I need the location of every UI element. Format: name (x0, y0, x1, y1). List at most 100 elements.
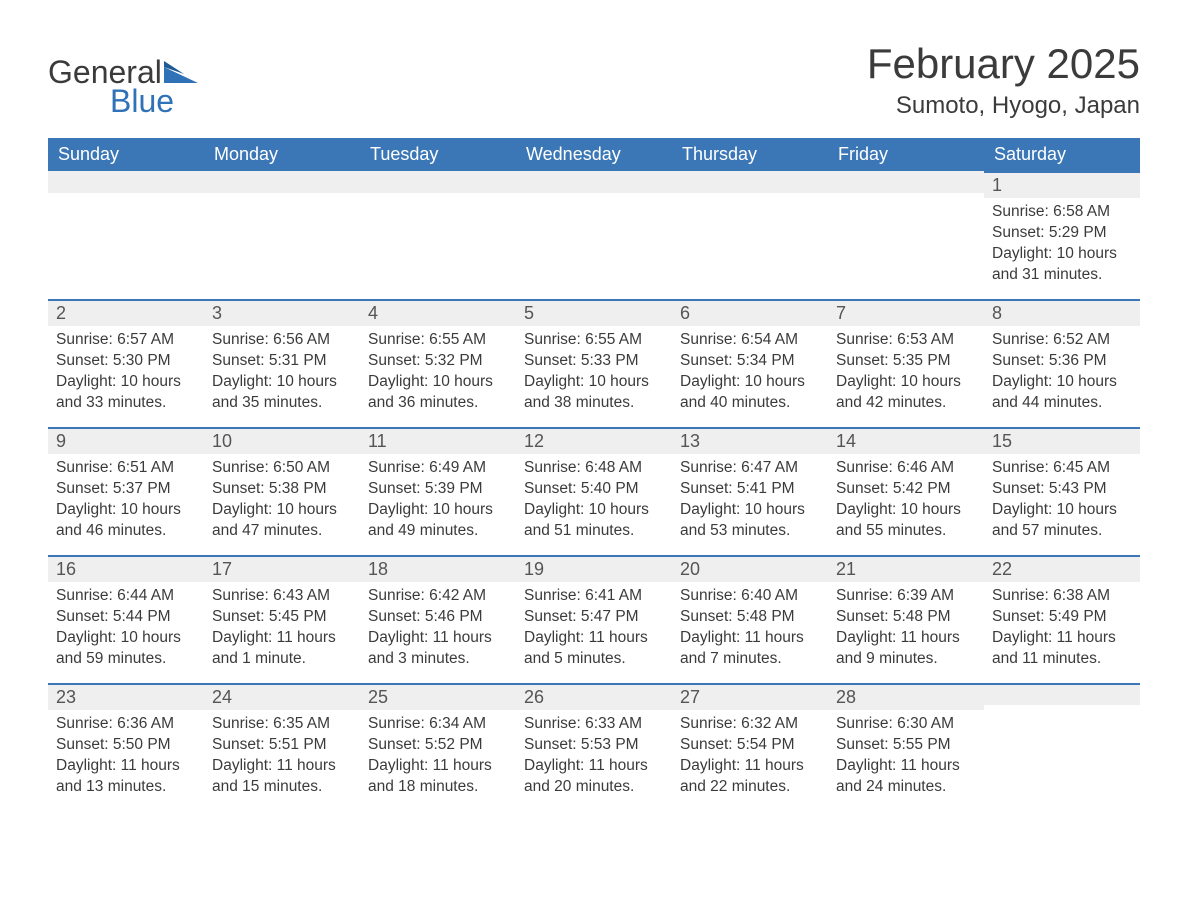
calendar-cell: 17Sunrise: 6:43 AMSunset: 5:45 PMDayligh… (204, 555, 360, 683)
day-number (672, 171, 828, 193)
sunset-text: Sunset: 5:30 PM (56, 351, 196, 372)
sunset-text: Sunset: 5:34 PM (680, 351, 820, 372)
daylight-text: Daylight: 10 hours and 53 minutes. (680, 500, 820, 542)
sunrise-text: Sunrise: 6:47 AM (680, 458, 820, 479)
sunset-text: Sunset: 5:29 PM (992, 223, 1132, 244)
day-content: Sunrise: 6:45 AMSunset: 5:43 PMDaylight:… (984, 454, 1140, 550)
calendar-body: 1Sunrise: 6:58 AMSunset: 5:29 PMDaylight… (48, 171, 1140, 811)
calendar-cell: 5 Sunrise: 6:55 AMSunset: 5:33 PMDaylight… (516, 299, 672, 427)
sunset-text: Sunset: 5:46 PM (368, 607, 508, 628)
day-content: Sunrise: 6:47 AMSunset: 5:41 PMDaylight:… (672, 454, 828, 550)
sunrise-text: Sunrise: 6:30 AM (836, 714, 976, 735)
col-thursday: Thursday (672, 138, 828, 171)
day-number: 18 (360, 555, 516, 582)
daylight-text: Daylight: 10 hours and 55 minutes. (836, 500, 976, 542)
calendar-cell: 4Sunrise: 6:55 AMSunset: 5:32 PMDaylight… (360, 299, 516, 427)
sunset-text: Sunset: 5:55 PM (836, 735, 976, 756)
day-number: 9 (48, 427, 204, 454)
sunset-text: Sunset: 5:50 PM (56, 735, 196, 756)
sunrise-text: Sunrise: 6:52 AM (992, 330, 1132, 351)
sunrise-text: Sunrise: 6:48 AM (524, 458, 664, 479)
calendar-cell (204, 171, 360, 299)
sunrise-text: Sunrise: 6:54 AM (680, 330, 820, 351)
day-number: 2 (48, 299, 204, 326)
day-content (516, 193, 672, 205)
sunset-text: Sunset: 5:33 PM (524, 351, 664, 372)
calendar-cell: 3Sunrise: 6:56 AMSunset: 5:31 PMDaylight… (204, 299, 360, 427)
daylight-text: Daylight: 11 hours and 22 minutes. (680, 756, 820, 798)
col-saturday: Saturday (984, 138, 1140, 171)
calendar-cell: 16Sunrise: 6:44 AMSunset: 5:44 PMDayligh… (48, 555, 204, 683)
day-number: 24 (204, 683, 360, 710)
day-content (204, 193, 360, 205)
sunrise-text: Sunrise: 6:32 AM (680, 714, 820, 735)
day-content: Sunrise: 6:53 AMSunset: 5:35 PMDaylight:… (828, 326, 984, 422)
sunrise-text: Sunrise: 6:33 AM (524, 714, 664, 735)
day-content: Sunrise: 6:57 AMSunset: 5:30 PMDaylight:… (48, 326, 204, 422)
sunrise-text: Sunrise: 6:39 AM (836, 586, 976, 607)
day-content: Sunrise: 6:40 AMSunset: 5:48 PMDaylight:… (672, 582, 828, 678)
calendar-cell: 19Sunrise: 6:41 AMSunset: 5:47 PMDayligh… (516, 555, 672, 683)
day-content: Sunrise: 6:39 AMSunset: 5:48 PMDaylight:… (828, 582, 984, 678)
day-content: Sunrise: 6:46 AMSunset: 5:42 PMDaylight:… (828, 454, 984, 550)
calendar-week: 23Sunrise: 6:36 AMSunset: 5:50 PMDayligh… (48, 683, 1140, 811)
col-friday: Friday (828, 138, 984, 171)
day-content: Sunrise: 6:38 AMSunset: 5:49 PMDaylight:… (984, 582, 1140, 678)
calendar-cell: 25Sunrise: 6:34 AMSunset: 5:52 PMDayligh… (360, 683, 516, 811)
col-monday: Monday (204, 138, 360, 171)
daylight-text: Daylight: 10 hours and 42 minutes. (836, 372, 976, 414)
day-number: 16 (48, 555, 204, 582)
sunset-text: Sunset: 5:35 PM (836, 351, 976, 372)
day-number: 23 (48, 683, 204, 710)
daylight-text: Daylight: 10 hours and 38 minutes. (524, 372, 664, 414)
calendar-cell: 11Sunrise: 6:49 AMSunset: 5:39 PMDayligh… (360, 427, 516, 555)
day-number (828, 171, 984, 193)
sunset-text: Sunset: 5:41 PM (680, 479, 820, 500)
sunset-text: Sunset: 5:44 PM (56, 607, 196, 628)
day-content: Sunrise: 6:51 AMSunset: 5:37 PMDaylight:… (48, 454, 204, 550)
day-content: Sunrise: 6:44 AMSunset: 5:44 PMDaylight:… (48, 582, 204, 678)
daylight-text: Daylight: 11 hours and 11 minutes. (992, 628, 1132, 670)
sunrise-text: Sunrise: 6:38 AM (992, 586, 1132, 607)
daylight-text: Daylight: 10 hours and 51 minutes. (524, 500, 664, 542)
day-number: 6 (672, 299, 828, 326)
daylight-text: Daylight: 11 hours and 1 minute. (212, 628, 352, 670)
col-wednesday: Wednesday (516, 138, 672, 171)
day-number: 5 (516, 299, 672, 326)
sunrise-text: Sunrise: 6:42 AM (368, 586, 508, 607)
daylight-text: Daylight: 11 hours and 5 minutes. (524, 628, 664, 670)
day-content (48, 193, 204, 205)
calendar-week: 2Sunrise: 6:57 AMSunset: 5:30 PMDaylight… (48, 299, 1140, 427)
logo-text: General Blue (48, 58, 198, 116)
daylight-text: Daylight: 10 hours and 59 minutes. (56, 628, 196, 670)
sunrise-text: Sunrise: 6:56 AM (212, 330, 352, 351)
day-content: Sunrise: 6:48 AMSunset: 5:40 PMDaylight:… (516, 454, 672, 550)
sunset-text: Sunset: 5:45 PM (212, 607, 352, 628)
sunset-text: Sunset: 5:32 PM (368, 351, 508, 372)
day-number: 21 (828, 555, 984, 582)
calendar-cell: 9Sunrise: 6:51 AMSunset: 5:37 PMDaylight… (48, 427, 204, 555)
calendar-cell: 10Sunrise: 6:50 AMSunset: 5:38 PMDayligh… (204, 427, 360, 555)
calendar-table: Sunday Monday Tuesday Wednesday Thursday… (48, 138, 1140, 811)
day-number (516, 171, 672, 193)
day-number: 28 (828, 683, 984, 710)
day-number (360, 171, 516, 193)
calendar-cell: 28Sunrise: 6:30 AMSunset: 5:55 PMDayligh… (828, 683, 984, 811)
daylight-text: Daylight: 11 hours and 20 minutes. (524, 756, 664, 798)
sunrise-text: Sunrise: 6:51 AM (56, 458, 196, 479)
daylight-text: Daylight: 11 hours and 9 minutes. (836, 628, 976, 670)
day-content (984, 705, 1140, 717)
day-number: 3 (204, 299, 360, 326)
day-content: Sunrise: 6:36 AMSunset: 5:50 PMDaylight:… (48, 710, 204, 806)
calendar-cell: 27Sunrise: 6:32 AMSunset: 5:54 PMDayligh… (672, 683, 828, 811)
calendar-cell: 14Sunrise: 6:46 AMSunset: 5:42 PMDayligh… (828, 427, 984, 555)
day-content: Sunrise: 6:41 AMSunset: 5:47 PMDaylight:… (516, 582, 672, 678)
sunrise-text: Sunrise: 6:44 AM (56, 586, 196, 607)
calendar-cell: 1Sunrise: 6:58 AMSunset: 5:29 PMDaylight… (984, 171, 1140, 299)
daylight-text: Daylight: 10 hours and 46 minutes. (56, 500, 196, 542)
day-content: Sunrise: 6:30 AMSunset: 5:55 PMDaylight:… (828, 710, 984, 806)
sunrise-text: Sunrise: 6:55 AM (524, 330, 664, 351)
day-number: 20 (672, 555, 828, 582)
calendar-cell (48, 171, 204, 299)
sunset-text: Sunset: 5:53 PM (524, 735, 664, 756)
